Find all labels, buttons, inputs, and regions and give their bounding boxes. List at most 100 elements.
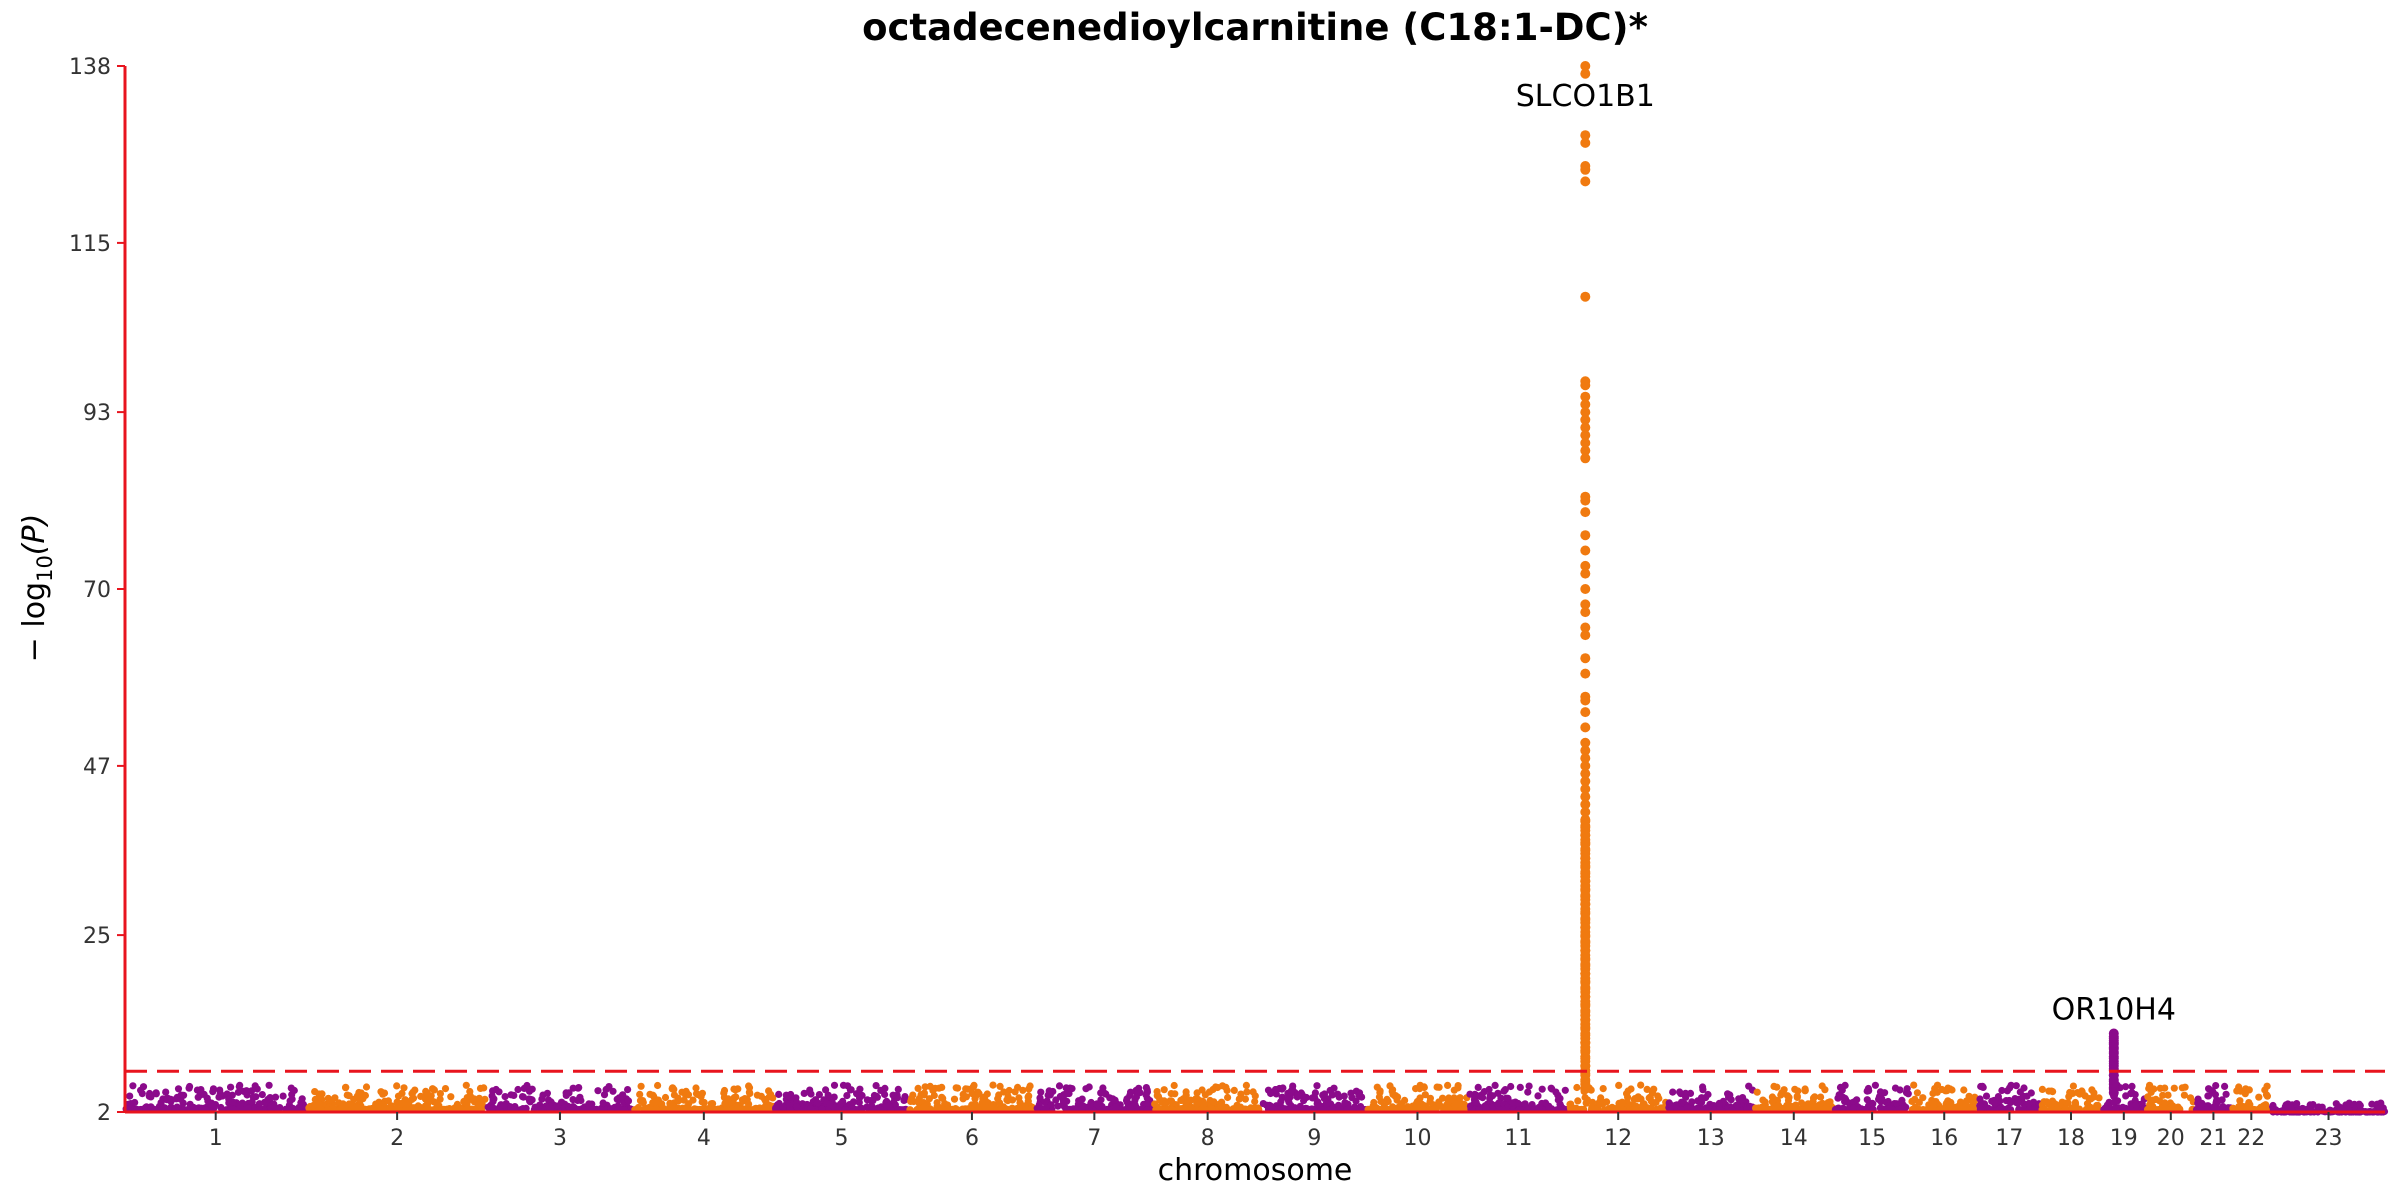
snp-point (1947, 1103, 1955, 1111)
snp-point (1761, 1098, 1769, 1106)
snp-point (234, 1088, 242, 1096)
peak-point (1580, 722, 1591, 733)
snp-point (1284, 1095, 1292, 1103)
snp-point (938, 1093, 946, 1101)
snp-point (393, 1082, 401, 1090)
snp-point (654, 1081, 662, 1090)
snp-point (1589, 1098, 1597, 1106)
snp-point (298, 1095, 306, 1103)
snp-point (885, 1102, 893, 1110)
snp-point (753, 1091, 762, 1099)
peak-point (1580, 768, 1591, 779)
snp-point (462, 1081, 470, 1089)
snp-point (670, 1085, 678, 1093)
snp-point (1599, 1085, 1607, 1093)
peak-point (1580, 414, 1591, 425)
snp-point (451, 1104, 459, 1112)
snp-point (447, 1093, 455, 1101)
snp-point (1648, 1105, 1656, 1113)
snp-point (1106, 1094, 1114, 1102)
snp-point (2145, 1084, 2153, 1093)
snp-point (1780, 1086, 1788, 1094)
snp-point (315, 1100, 323, 1108)
snp-point (824, 1091, 832, 1099)
snp-point (1853, 1096, 1861, 1104)
snp-point (1055, 1082, 1064, 1090)
x-axis-label: chromosome (1158, 1153, 1353, 1188)
snp-point (651, 1098, 659, 1106)
x-tick-label: 12 (1604, 1126, 1632, 1151)
x-tick-label: 3 (553, 1126, 567, 1151)
snp-point (466, 1092, 474, 1100)
y-axis-label-suffix: (P) (17, 514, 52, 556)
snp-point (634, 1103, 643, 1112)
snp-point (227, 1083, 235, 1091)
snp-point (1320, 1090, 1329, 1098)
snp-point (692, 1090, 701, 1098)
snp-point (978, 1099, 986, 1107)
snp-point (987, 1103, 995, 1111)
snp-point (1960, 1086, 1968, 1094)
snp-point (982, 1104, 990, 1112)
snp-point (553, 1102, 561, 1110)
snp-point (1698, 1094, 1706, 1102)
x-tick-label: 10 (1403, 1126, 1431, 1151)
snp-point (1534, 1092, 1542, 1100)
snp-point (2350, 1100, 2358, 1108)
peak-point (1580, 407, 1591, 418)
snp-point (1047, 1101, 1055, 1109)
snp-point (1652, 1098, 1660, 1107)
snp-point (2101, 1104, 2109, 1112)
snp-point (772, 1104, 780, 1112)
snp-point (1416, 1085, 1424, 1093)
snp-point (731, 1086, 740, 1094)
snp-point (147, 1093, 155, 1101)
snp-point (2132, 1101, 2140, 1109)
snp-point (2025, 1099, 2033, 1108)
snp-point (1573, 1083, 1581, 1092)
snp-point (684, 1091, 693, 1099)
snp-point (1376, 1089, 1384, 1097)
snp-point (1370, 1098, 1378, 1107)
snp-point (1657, 1104, 1665, 1112)
snp-point (815, 1091, 824, 1099)
snp-point (1308, 1094, 1316, 1102)
snp-point (2095, 1094, 2103, 1102)
snp-point (1933, 1081, 1942, 1089)
snp-point (1025, 1092, 1033, 1100)
y-axis-label-subscript: 10 (33, 555, 57, 582)
y-tick-label: 93 (83, 401, 111, 426)
snp-point (1303, 1105, 1311, 1113)
y-axis-label: − log10(P) (17, 514, 57, 663)
snp-point (907, 1097, 915, 1105)
snp-point (152, 1089, 160, 1097)
snp-point (163, 1096, 171, 1104)
snp-point (1436, 1102, 1444, 1110)
peak-point (1580, 599, 1591, 610)
snp-point (409, 1088, 417, 1096)
snp-point (920, 1089, 929, 1097)
snp-point (2211, 1091, 2219, 1099)
snp-point (954, 1084, 962, 1092)
snp-point (1938, 1085, 1946, 1094)
snp-point (2218, 1104, 2227, 1112)
snp-point (1876, 1104, 1884, 1112)
peak-point (1580, 530, 1591, 541)
snp-point (1849, 1104, 1858, 1112)
peak-point (1580, 176, 1591, 187)
snp-point (863, 1096, 872, 1104)
snp-point (2222, 1090, 2230, 1098)
snp-point (129, 1082, 137, 1090)
snp-point (1516, 1083, 1524, 1091)
snp-point (989, 1081, 997, 1089)
snp-point (995, 1099, 1004, 1107)
snp-point (1033, 1104, 1041, 1112)
x-tick-label: 4 (697, 1126, 711, 1151)
snp-point (1982, 1092, 1991, 1100)
snp-point (1836, 1083, 1845, 1091)
snp-point (826, 1100, 834, 1109)
x-tick-label: 14 (1780, 1126, 1808, 1151)
snp-point (1552, 1088, 1560, 1096)
snp-point (377, 1088, 385, 1096)
